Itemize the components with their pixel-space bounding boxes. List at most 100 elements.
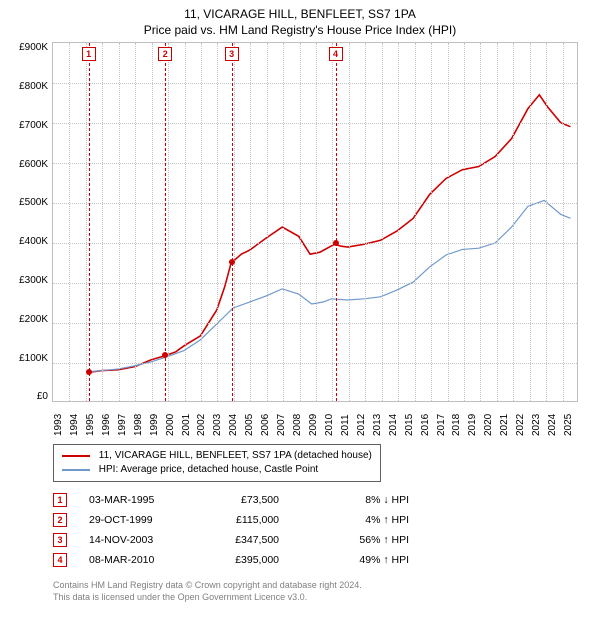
x-tick-label: 2011	[340, 404, 356, 438]
gridline-vertical	[464, 43, 465, 401]
chart-marker-3: 3	[225, 47, 239, 61]
x-tick-label: 2014	[388, 404, 404, 438]
x-tick-label: 2004	[228, 404, 244, 438]
x-tick-label: 2002	[196, 404, 212, 438]
gridline-vertical	[69, 43, 70, 401]
chart-area: £900K£800K£700K£600K£500K£400K£300K£200K…	[10, 42, 590, 402]
gridline-vertical	[102, 43, 103, 401]
transactions-table: 103-MAR-1995£73,5008% ↓ HPI229-OCT-1999£…	[53, 490, 590, 570]
transaction-row: 3 14-NOV-2003£347,50056% ↑ HPI	[53, 530, 590, 550]
y-tick-label: £400K	[19, 236, 48, 247]
legend: 11, VICARAGE HILL, BENFLEET, SS7 1PA (de…	[53, 444, 381, 482]
footer-line-1: Contains HM Land Registry data © Crown c…	[53, 580, 590, 592]
gridline-horizontal	[53, 83, 577, 84]
transaction-vline	[89, 43, 90, 401]
gridline-vertical	[135, 43, 136, 401]
gridline-vertical	[497, 43, 498, 401]
x-tick-label: 2015	[404, 404, 420, 438]
gridline-vertical	[250, 43, 251, 401]
x-tick-label: 2017	[436, 404, 452, 438]
transaction-delta: 56% ↑ HPI	[319, 534, 409, 546]
gridline-horizontal	[53, 203, 577, 204]
transaction-date: 14-NOV-2003	[89, 534, 219, 546]
x-tick-label: 2007	[276, 404, 292, 438]
y-tick-label: £0	[37, 391, 48, 402]
transaction-row: 103-MAR-1995£73,5008% ↓ HPI	[53, 490, 590, 510]
x-tick-label: 1995	[85, 404, 101, 438]
gridline-vertical	[480, 43, 481, 401]
gridline-vertical	[152, 43, 153, 401]
legend-label-1: HPI: Average price, detached house, Cast…	[99, 464, 318, 475]
x-axis-labels: 1993199419951996199719981999200020012002…	[53, 404, 579, 438]
gridline-vertical	[119, 43, 120, 401]
x-tick-label: 2020	[483, 404, 499, 438]
x-tick-label: 1993	[53, 404, 69, 438]
gridline-vertical	[448, 43, 449, 401]
x-tick-label: 1998	[133, 404, 149, 438]
transaction-vline	[232, 43, 233, 401]
legend-swatch-blue	[62, 469, 90, 471]
gridline-vertical	[234, 43, 235, 401]
x-tick-label: 2013	[372, 404, 388, 438]
x-tick-label: 2001	[181, 404, 197, 438]
transaction-marker-1: 1	[53, 493, 67, 507]
gridline-vertical	[415, 43, 416, 401]
gridline-vertical	[86, 43, 87, 401]
gridline-vertical	[283, 43, 284, 401]
x-tick-label: 1999	[149, 404, 165, 438]
transaction-point-3	[229, 259, 235, 265]
gridline-horizontal	[53, 163, 577, 164]
series-line-0	[89, 95, 571, 373]
transaction-price: £115,000	[219, 514, 319, 526]
y-tick-label: £100K	[19, 353, 48, 364]
x-tick-label: 2005	[244, 404, 260, 438]
gridline-vertical	[217, 43, 218, 401]
gridline-vertical	[349, 43, 350, 401]
x-tick-label: 2010	[324, 404, 340, 438]
transaction-delta: 8% ↓ HPI	[319, 494, 409, 506]
x-tick-label: 2008	[292, 404, 308, 438]
chart-marker-4: 4	[329, 47, 343, 61]
legend-item-property: 11, VICARAGE HILL, BENFLEET, SS7 1PA (de…	[62, 449, 372, 463]
gridline-vertical	[185, 43, 186, 401]
x-tick-label: 2003	[212, 404, 228, 438]
transaction-delta: 49% ↑ HPI	[319, 554, 409, 566]
footer-line-2: This data is licensed under the Open Gov…	[53, 592, 590, 604]
title-subtitle: Price paid vs. HM Land Registry's House …	[10, 22, 590, 38]
gridline-vertical	[382, 43, 383, 401]
gridline-vertical	[546, 43, 547, 401]
gridline-horizontal	[53, 123, 577, 124]
title-address: 11, VICARAGE HILL, BENFLEET, SS7 1PA	[10, 6, 590, 22]
transaction-point-2	[162, 352, 168, 358]
gridline-vertical	[365, 43, 366, 401]
transaction-price: £347,500	[219, 534, 319, 546]
y-axis-labels: £900K£800K£700K£600K£500K£400K£300K£200K…	[10, 42, 52, 402]
transaction-marker-2: 2	[53, 513, 67, 527]
transaction-marker-3: 3	[53, 533, 67, 547]
x-tick-label: 2023	[531, 404, 547, 438]
y-tick-label: £300K	[19, 275, 48, 286]
x-tick-label: 1994	[69, 404, 85, 438]
gridline-vertical	[431, 43, 432, 401]
transaction-row: 229-OCT-1999£115,0004% ↑ HPI	[53, 510, 590, 530]
chart-marker-1: 1	[82, 47, 96, 61]
x-tick-label: 2022	[515, 404, 531, 438]
gridline-vertical	[316, 43, 317, 401]
transaction-price: £395,000	[219, 554, 319, 566]
x-tick-label: 2012	[356, 404, 372, 438]
gridline-vertical	[201, 43, 202, 401]
transaction-delta: 4% ↑ HPI	[319, 514, 409, 526]
gridline-horizontal	[53, 243, 577, 244]
x-tick-label: 2025	[563, 404, 579, 438]
transaction-point-4	[333, 240, 339, 246]
line-chart-svg	[53, 43, 577, 402]
series-line-1	[89, 201, 571, 372]
x-tick-label: 1996	[101, 404, 117, 438]
x-tick-label: 2019	[467, 404, 483, 438]
x-tick-label: 2000	[165, 404, 181, 438]
x-tick-label: 2018	[451, 404, 467, 438]
transaction-vline	[165, 43, 166, 401]
y-tick-label: £900K	[19, 42, 48, 53]
x-tick-label: 2009	[308, 404, 324, 438]
transaction-date: 03-MAR-1995	[89, 494, 219, 506]
